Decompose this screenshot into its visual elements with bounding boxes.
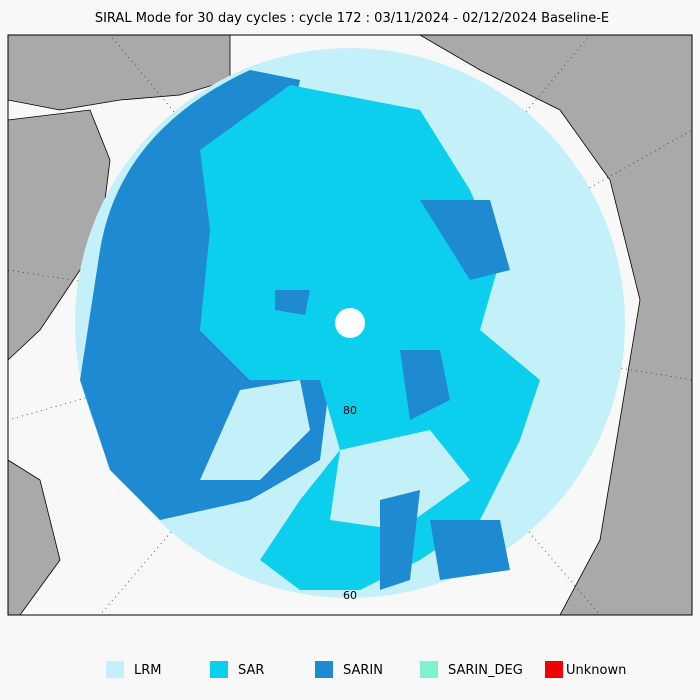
sarin-region	[400, 350, 450, 420]
legend-label: SARIN	[343, 663, 383, 678]
sarin-region	[430, 520, 510, 580]
map: 80 60	[8, 35, 692, 615]
sarin-region	[380, 490, 420, 590]
lat-label: 60	[343, 589, 357, 602]
sarin-region	[275, 290, 310, 315]
legend-swatch	[106, 661, 124, 678]
legend-swatch	[420, 661, 438, 678]
land	[419, 35, 692, 615]
lat-label: 80	[343, 404, 357, 417]
lrm-region	[330, 430, 470, 530]
legend-swatch	[315, 661, 333, 678]
legend-label: Unknown	[566, 663, 626, 678]
land	[8, 459, 61, 615]
legend-label: LRM	[134, 663, 162, 678]
legend-label: SARIN_DEG	[448, 663, 523, 678]
lrm-region	[200, 380, 310, 480]
title: SIRAL Mode for 30 day cycles : cycle 172…	[95, 11, 609, 26]
map-frame	[7, 34, 693, 616]
legend-swatch	[210, 661, 228, 678]
land	[8, 35, 231, 111]
legend-swatch	[545, 661, 563, 678]
pole-hole	[335, 308, 365, 338]
legend-label: SAR	[238, 663, 264, 678]
legend: LRM SAR SARIN SARIN_DEG Unknown	[106, 661, 626, 678]
land	[8, 109, 111, 361]
sarin-region	[420, 200, 510, 280]
